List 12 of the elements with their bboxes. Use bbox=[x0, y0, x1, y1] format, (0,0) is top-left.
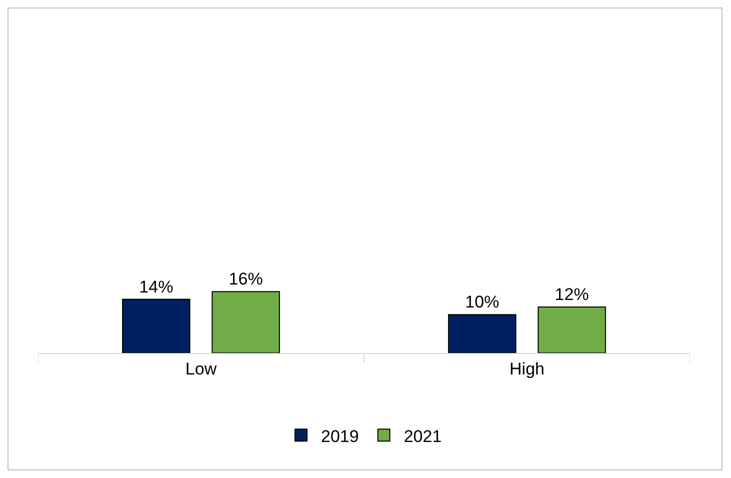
x-tick-label: High bbox=[510, 359, 544, 378]
legend-label: 2019 bbox=[321, 426, 359, 446]
bar bbox=[122, 298, 190, 353]
data-label: 12% bbox=[554, 284, 589, 304]
bar bbox=[212, 291, 280, 353]
bar bbox=[538, 306, 606, 353]
x-tick-label: Low bbox=[185, 359, 218, 378]
data-label: 10% bbox=[465, 292, 500, 312]
bar bbox=[448, 314, 516, 353]
legend-label: 2021 bbox=[404, 426, 442, 446]
data-label: 14% bbox=[139, 277, 174, 296]
data-label: 16% bbox=[228, 270, 263, 289]
